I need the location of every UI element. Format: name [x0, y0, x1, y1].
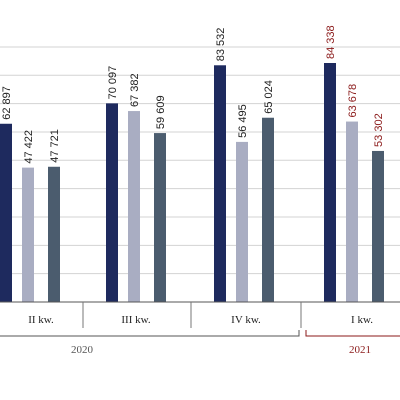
bar [48, 166, 60, 302]
bar [372, 150, 384, 302]
category-axis: II kw. III kw. IV kw. I kw. 2020 2021 [0, 301, 400, 356]
bar-value-label: 56 495 [237, 104, 249, 138]
year-label: 2021 [349, 344, 371, 356]
quarter-label: III kw. [121, 314, 150, 326]
bar-value-label: 65 024 [263, 80, 275, 114]
bar [236, 141, 248, 302]
quarter-label: II kw. [28, 314, 54, 326]
bar [324, 63, 336, 302]
bar-value-label: 84 338 [325, 25, 337, 59]
value-labels: 62 897 47 422 47 721 70 097 67 382 59 609 83 5… [1, 25, 385, 163]
bar-value-label: 63 678 [347, 84, 359, 118]
bar-value-label: 67 382 [129, 73, 141, 107]
bar [154, 133, 166, 302]
bar [106, 103, 118, 302]
bar [22, 167, 34, 302]
quarter-label: I kw. [351, 314, 373, 326]
bar-value-label: 47 721 [49, 129, 61, 163]
bar [214, 65, 226, 302]
quarter-label: IV kw. [231, 314, 261, 326]
bar-value-label: 62 897 [1, 86, 13, 120]
year-bracket [305, 330, 400, 337]
gridlines [0, 46, 400, 275]
bar [0, 123, 12, 303]
bar [346, 121, 358, 303]
bars [0, 63, 384, 303]
bar-value-label: 53 302 [373, 113, 385, 147]
year-label: 2020 [71, 344, 94, 356]
bar [262, 117, 274, 302]
bar [128, 111, 140, 303]
bar-value-label: 83 532 [215, 28, 227, 62]
year-bracket [0, 330, 300, 337]
bar-value-label: 59 609 [155, 95, 167, 129]
bar-value-label: 47 422 [23, 130, 35, 164]
bar-value-label: 70 097 [107, 66, 119, 100]
